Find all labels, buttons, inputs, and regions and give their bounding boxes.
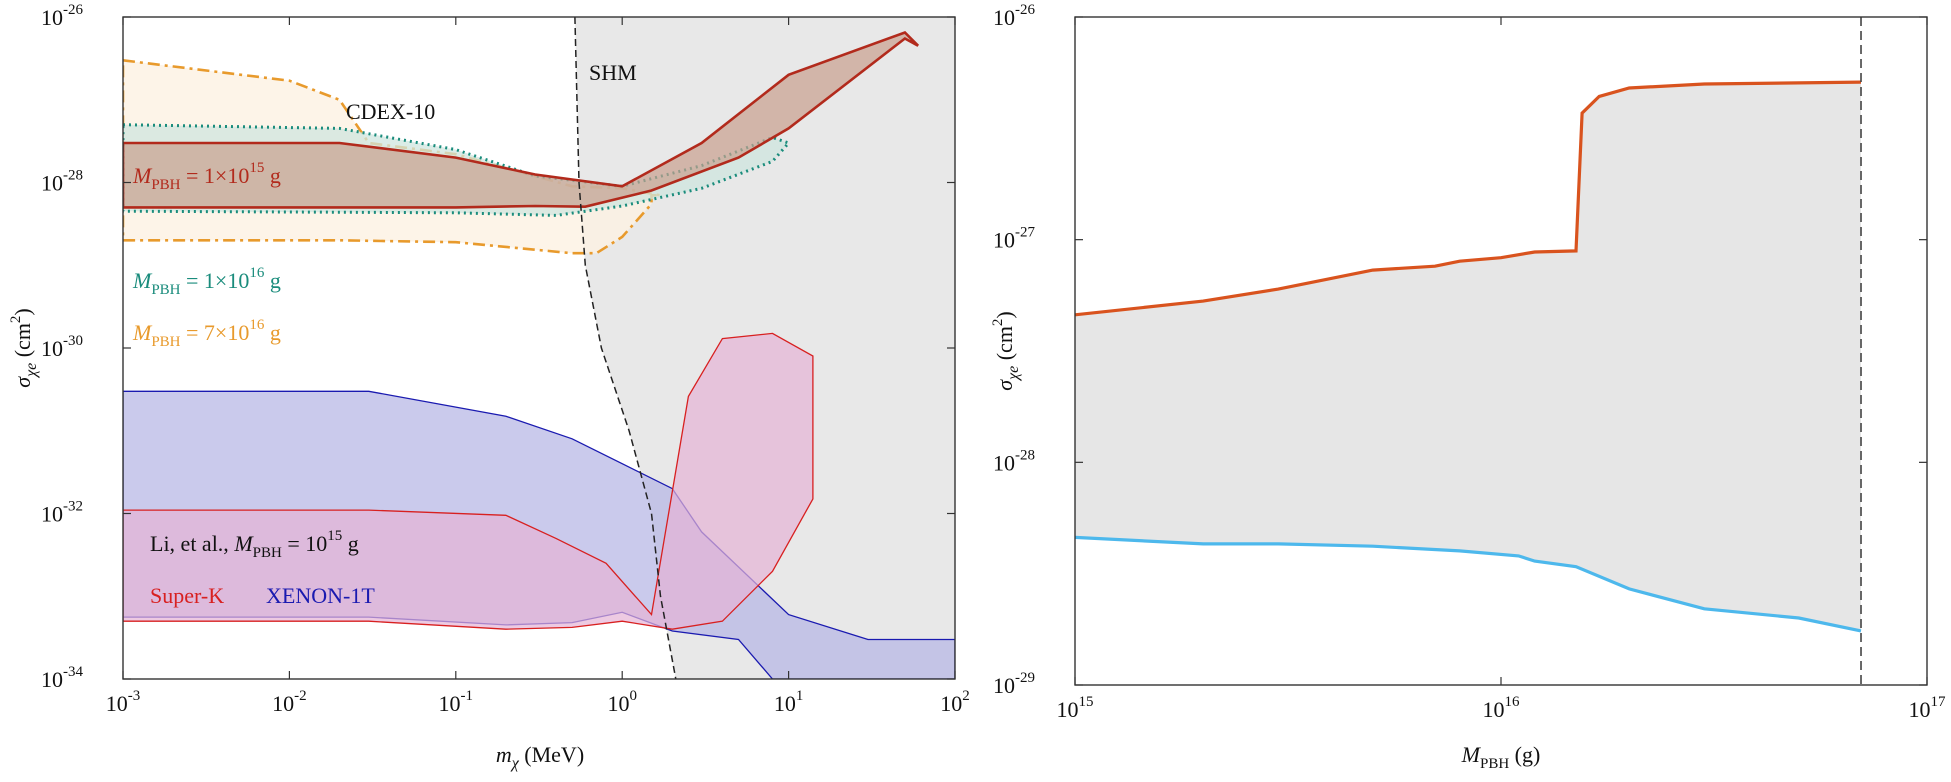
pbh7-sub: PBH	[151, 334, 180, 350]
right-x-tick-label: 1015	[1057, 694, 1094, 722]
x-axis-label-left: mχ (MeV)	[496, 742, 584, 772]
superk-region	[123, 332, 814, 630]
plot-areas	[123, 17, 955, 679]
li-mid: = 10	[282, 531, 327, 556]
y-unit-pre-left: (cm	[10, 323, 35, 363]
label-superk: Super-K	[150, 583, 224, 608]
y-unit-post-left: )	[10, 308, 35, 315]
excluded-region	[1075, 82, 1861, 631]
pbh7-mid: = 7×10	[181, 320, 250, 345]
left-x-tick-label: 10-1	[439, 688, 474, 716]
plot-lines	[1075, 17, 1862, 685]
li-m: M	[233, 531, 254, 556]
pbh15-sub: PBH	[151, 177, 180, 193]
x-sub-left: χ	[510, 755, 520, 772]
plot-lines	[574, 17, 677, 679]
left-y-tick-label: 10-32	[41, 499, 83, 527]
pbh16-post: g	[264, 268, 281, 293]
label-xenon: XENON-1T	[266, 583, 375, 608]
pbh16-sup: 16	[249, 265, 265, 281]
label-pbh-1e16: MPBH = 1×1016 g	[132, 265, 281, 298]
upper-bound-line	[1075, 80, 1862, 317]
li-sub: PBH	[253, 545, 282, 561]
right-y-tick-label: 10-27	[993, 225, 1035, 253]
plot-areas	[1075, 82, 1861, 631]
chart-right: 1015 1016 1017 10-29 10-28 10-27 10-26 MPBH (g…	[990, 2, 1946, 772]
left-y-tick-label: 10-34	[41, 664, 83, 692]
label-pbh-1e15: MPBH = 1×1015 g	[132, 160, 281, 193]
left-y-tick-label: 10-28	[41, 168, 83, 196]
li-post: g	[342, 531, 359, 556]
y-unit-sup-left: 2	[8, 316, 24, 324]
left-x-tick-label: 102	[940, 688, 970, 716]
lower-bound-line	[1075, 535, 1862, 633]
li-sup: 15	[327, 528, 342, 544]
axis-ticks: 10-3 10-2 10-1 100 101 102 10-34 10-32 10-30 10-2…	[41, 2, 970, 716]
x-axis-label-right: MPBH (g)	[1461, 742, 1541, 772]
x-unit-left: (MeV)	[519, 742, 584, 767]
right-x-tick-label: 1016	[1483, 694, 1521, 722]
x-sym-right: M	[1461, 742, 1482, 767]
pbh15-sup: 15	[249, 160, 264, 176]
left-y-tick-label: 10-30	[41, 333, 83, 361]
y-sym-left: σ	[10, 376, 35, 388]
pbh7-post: g	[264, 320, 281, 345]
left-x-tick-label: 10-3	[106, 688, 141, 716]
y-unit-sup-right: 2	[990, 319, 1006, 327]
pbh15-mid: = 1×10	[181, 163, 250, 188]
pbh-1e15-region	[123, 30, 920, 209]
label-li-et-al: Li, et al., MPBH = 1015 g	[150, 528, 359, 561]
y-axis-label-left: σχe (cm2)	[8, 308, 40, 388]
y-sym-right: σ	[992, 379, 1017, 391]
pbh15-symbol: M	[132, 163, 153, 188]
label-cdex: CDEX-10	[346, 99, 435, 124]
li-pre: Li, et al.,	[150, 531, 234, 556]
shm-boundary	[574, 17, 677, 679]
right-x-tick-label: 1017	[1909, 694, 1947, 722]
pbh15-post: g	[264, 163, 281, 188]
x-sub-right: PBH	[1480, 756, 1509, 772]
axis-ticks: 1015 1016 1017 10-29 10-28 10-27 10-26	[993, 2, 1946, 722]
x-unit-right: (g)	[1509, 742, 1540, 767]
x-sym-left: m	[496, 742, 512, 767]
left-y-tick-label: 10-26	[41, 2, 83, 30]
left-x-tick-label: 10-2	[272, 688, 307, 716]
y-sub-right: χe	[1005, 366, 1022, 382]
pbh16-mid: = 1×10	[181, 268, 250, 293]
pbh7-symbol: M	[132, 320, 153, 345]
y-unit-pre-right: (cm	[992, 326, 1017, 366]
y-unit-post-right: )	[992, 311, 1017, 318]
right-y-tick-label: 10-26	[993, 2, 1035, 30]
left-x-tick-label: 100	[607, 688, 637, 716]
pbh7-sup: 16	[249, 317, 265, 333]
pbh16-sub: PBH	[151, 282, 180, 298]
pbh16-symbol: M	[132, 268, 153, 293]
label-shm: SHM	[589, 60, 637, 85]
right-y-tick-label: 10-28	[993, 447, 1035, 475]
chart-left: 10-3 10-2 10-1 100 101 102 10-34 10-32 10-30 10-2…	[8, 2, 970, 772]
label-pbh-7e16: MPBH = 7×1016 g	[132, 317, 281, 350]
y-axis-label-right: σχe (cm2)	[990, 311, 1022, 391]
right-y-tick-label: 10-29	[993, 670, 1035, 698]
y-sub-left: χe	[23, 363, 40, 379]
left-x-tick-label: 101	[774, 688, 804, 716]
